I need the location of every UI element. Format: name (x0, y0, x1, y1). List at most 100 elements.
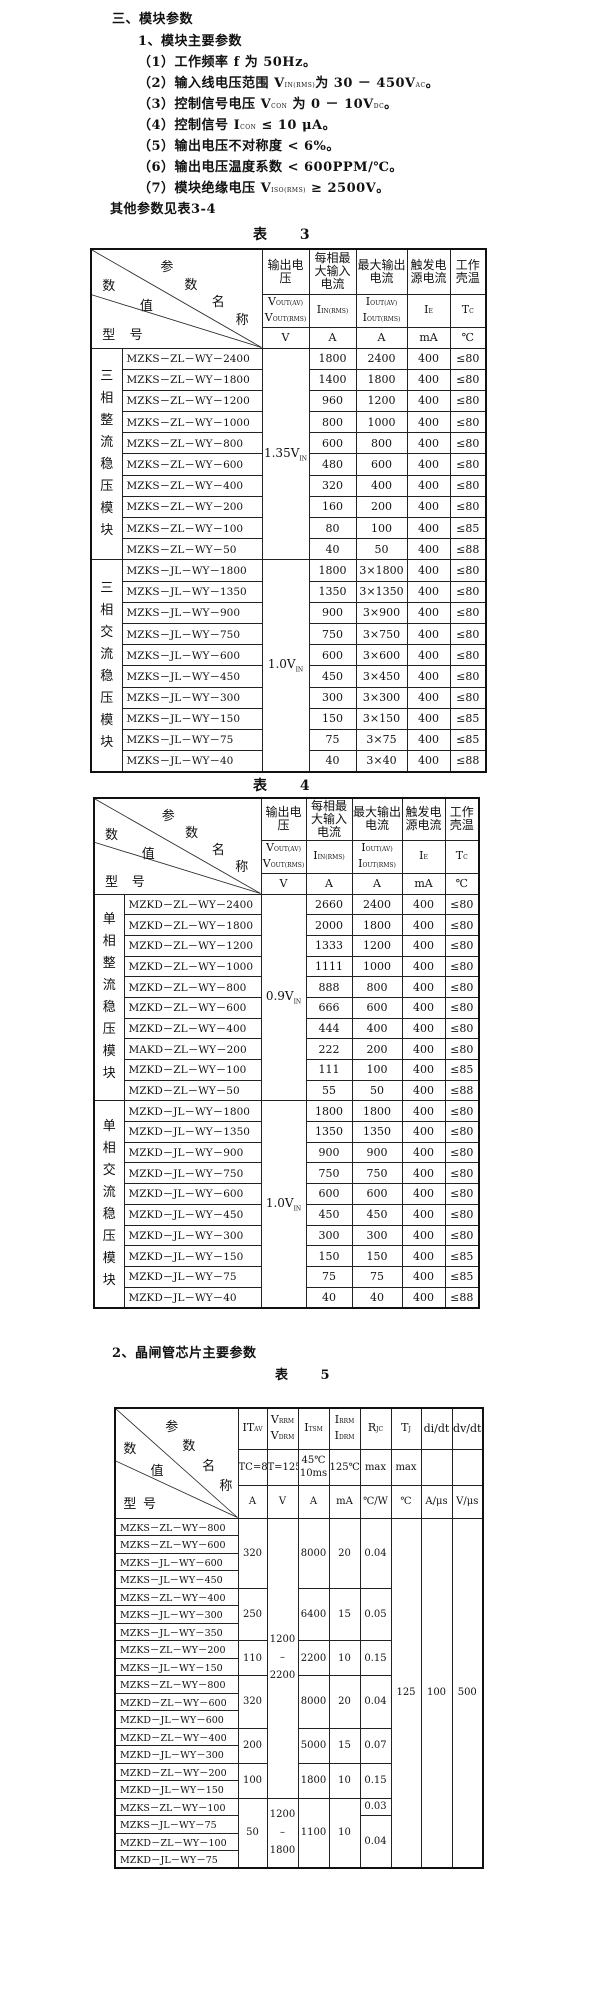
value-cell: 400 (406, 728, 451, 752)
value-cell: 400 (406, 707, 451, 730)
symbol-main: di/dt (423, 1421, 450, 1435)
value-cell: 960 (308, 389, 357, 413)
table-row: MZKS－ZL－WY－100 80 100 400 ≤85 (91, 516, 487, 540)
group-label-char: 整 (102, 956, 116, 972)
symbol-main: I (334, 1412, 340, 1426)
irrm-cell: 20 (328, 1517, 361, 1589)
irrm-cell: 20 (328, 1675, 361, 1729)
itsm-cell: 2200 (297, 1640, 330, 1676)
table-row: MZKD－ZL－WY－50 55 50 400 ≤88 (94, 1079, 480, 1102)
parameter-item: （3）控制信号电压 VCON 为 0 － 10VDC。 (138, 93, 398, 112)
symbol-main: V (270, 1412, 279, 1426)
group-label-char: 模 (102, 1044, 116, 1060)
symbol-main: V (266, 840, 274, 854)
table-row: MZKS－ZL－WY－600 480 600 400 ≤80 (91, 453, 487, 476)
value-cell: 3×900 (355, 601, 408, 624)
diag-label-top: 称 (235, 860, 249, 875)
column-symbol: RJC (359, 1407, 392, 1450)
value-cell: 666 (305, 996, 353, 1019)
model-cell: MZKS－JL－WY－350 (114, 1622, 239, 1641)
column-condition (420, 1448, 453, 1486)
symbol-subscript: IN(RMS) (321, 307, 349, 315)
irrm-cell: 15 (328, 1727, 361, 1764)
group-label-char: 流 (102, 1185, 116, 1201)
value-cell: 400 (406, 665, 451, 688)
column-unit: A/μs (420, 1484, 453, 1519)
value-cell: 400 (401, 955, 446, 978)
model-cell: MZKD－ZL－WY－400 (123, 1017, 262, 1040)
model-cell: MZKS－JL－WY－150 (121, 707, 263, 730)
column-unit: A (305, 872, 353, 895)
text-segment: 。 (425, 76, 440, 91)
symbol-main: I (304, 1420, 309, 1434)
model-cell: MZKD－JL－WY－450 (123, 1203, 262, 1226)
column-symbol: VOUT(AV) VOUT(RMS) (260, 839, 307, 874)
symbol: VOUT(AV) (263, 295, 308, 311)
symbol-main: I (316, 302, 322, 316)
symbol-main: T (461, 302, 470, 316)
group-label-char: 三 (100, 368, 114, 384)
symbol: IDRM (330, 1428, 359, 1445)
value-cell: ≤80 (444, 1224, 480, 1247)
diag-label-mid: 数 (105, 827, 119, 843)
table-5: 参数名称数值型号 ITAV VRRM VDRM ITSM IRRM IDRM RJC TJ di/… (114, 1407, 484, 1869)
table-row: MZKD－JL－WY－450 450 450 400 ≤80 (94, 1203, 480, 1226)
value-cell: 400 (406, 495, 451, 519)
thyristor-heading: 2、晶闸管芯片主要参数 (112, 1346, 257, 1361)
table-row: MZKD－ZL－WY－400 200 5000 15 0.07 (114, 1727, 483, 1764)
table-row: MZKS－JL－WY－40 40 3×40 400 ≤88 (91, 750, 487, 773)
value-cell: 222 (305, 1038, 353, 1060)
symbol: TC (451, 302, 485, 319)
symbol: VDRM (268, 1429, 297, 1445)
value-cell: ≤88 (444, 1286, 480, 1309)
column-symbol: ITSM (297, 1407, 330, 1450)
parameter-item: （1）工作频率 f 为 50Hz。 (138, 51, 316, 70)
model-cell: MAKD－ZL－WY－200 (123, 1038, 262, 1060)
model-cell: MZKS－JL－WY－75 (114, 1815, 239, 1834)
table-row: MZKD－ZL－WY－1800 2000 1800 400 ≤80 (94, 914, 480, 936)
rjc-cell: 0.15 (359, 1762, 392, 1799)
value-cell: ≤80 (444, 1203, 480, 1226)
diagonal-lines (92, 250, 262, 348)
symbol-subscript: OUT(RMS) (270, 861, 305, 869)
value-cell: 150 (305, 1245, 353, 1267)
column-name: 每相最大输入电流 (308, 248, 357, 295)
value-cell: 400 (401, 893, 446, 916)
diag-label-top: 数 (185, 825, 199, 841)
table-4: 参数名称数值型号输出电压 每相最大输入电流 最大输出电流 触发电源电流 工作壳温 VOUT… (93, 797, 480, 1309)
symbol-main: I (334, 1428, 339, 1442)
group-label-char: 相 (100, 390, 114, 406)
header-row: 参数名称数值型号 ITAV VRRM VDRM ITSM IRRM IDRM RJC TJ di/… (114, 1407, 484, 1519)
value-cell: 1200 (355, 389, 408, 413)
symbol: IRRM (330, 1412, 359, 1429)
model-cell: MZKS－JL－WY－1350 (121, 580, 263, 603)
column-symbol: IE (406, 293, 451, 328)
table-row: MZKS－JL－WY－75 75 3×75 400 ≤85 (91, 728, 487, 752)
value-cell: 400 (406, 538, 451, 561)
group-label-char: 模 (102, 1251, 116, 1267)
diag-label-top: 称 (235, 312, 249, 328)
value-cell: 450 (351, 1203, 403, 1226)
symbol-main: I (419, 848, 424, 862)
column-symbol: IRRM IDRM (328, 1407, 361, 1450)
value-cell: 900 (305, 1141, 353, 1164)
table-row: MZKD－ZL－WY－400 444 400 400 ≤80 (94, 1017, 480, 1040)
model-cell: MZKD－ZL－WY－600 (114, 1692, 239, 1711)
rjc-cell: 0.04 (359, 1815, 392, 1869)
group-label: 三相交流稳压模块 (90, 559, 123, 773)
model-cell: MZKS－JL－WY－75 (121, 728, 263, 752)
model-cell: MZKS－ZL－WY－400 (121, 474, 263, 497)
column-condition (451, 1448, 484, 1486)
diag-label-top: 参 (165, 1419, 179, 1435)
group-label-char: 单 (102, 1119, 116, 1135)
rjc-cell: 0.04 (359, 1675, 392, 1729)
column-condition: 45℃ 10ms (297, 1448, 330, 1486)
table-row: 单相交流稳压模块 MZKD－JL－WY－1800 1.0VIN 1800 1800 400… (93, 1100, 480, 1309)
value-cell: 400 (406, 601, 451, 624)
value-cell: ≤80 (449, 432, 487, 455)
column-name: 输出电压 (261, 248, 310, 295)
table-row: MZKS－ZL－WY－50 40 50 400 ≤88 (91, 538, 487, 561)
value-cell: 1350 (308, 580, 357, 603)
value-cell: 1350 (351, 1121, 403, 1143)
